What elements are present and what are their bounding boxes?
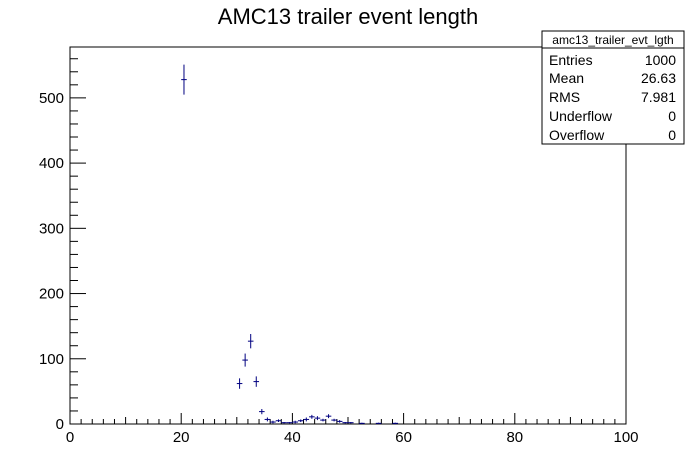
axes: 0 20 40 60 80 100 0 100 200 300 400 500 bbox=[39, 58, 639, 446]
stats-label-entries: Entries bbox=[549, 52, 593, 68]
data-point bbox=[253, 376, 260, 387]
x-tick-label: 20 bbox=[173, 429, 190, 446]
data-point bbox=[303, 417, 310, 422]
data-point bbox=[336, 420, 343, 423]
stats-box-name: amc13_trailer_evt_lgth bbox=[552, 33, 673, 47]
data-point bbox=[325, 414, 332, 419]
y-tick-label: 500 bbox=[39, 90, 64, 107]
x-tick-label: 80 bbox=[506, 429, 523, 446]
data-point bbox=[242, 353, 248, 367]
x-tick-label: 0 bbox=[66, 429, 74, 446]
data-point bbox=[270, 420, 276, 424]
x-tick-label: 100 bbox=[613, 429, 638, 446]
stats-value-rms: 7.981 bbox=[641, 89, 676, 105]
data-point bbox=[348, 422, 354, 424]
data-point bbox=[392, 422, 399, 424]
y-tick-label: 400 bbox=[39, 155, 64, 172]
data-point bbox=[264, 417, 271, 422]
stats-label-underflow: Underflow bbox=[549, 108, 613, 124]
data-point bbox=[259, 408, 265, 415]
chart-title: AMC13 trailer event length bbox=[218, 4, 478, 29]
stats-label-overflow: Overflow bbox=[549, 127, 605, 143]
stats-box: amc13_trailer_evt_lgth Entries 1000 Mean… bbox=[541, 30, 685, 145]
data-point bbox=[181, 64, 187, 95]
data-point bbox=[375, 422, 382, 424]
data-point bbox=[314, 416, 321, 421]
stats-value-entries: 1000 bbox=[645, 52, 676, 68]
stats-value-overflow: 0 bbox=[668, 127, 676, 143]
y-tick-label: 100 bbox=[39, 351, 64, 368]
data-point bbox=[247, 333, 254, 349]
y-tick-label: 0 bbox=[56, 416, 64, 433]
x-tick-label: 40 bbox=[284, 429, 301, 446]
data-point bbox=[342, 422, 348, 424]
data-point bbox=[331, 418, 337, 422]
data-point bbox=[236, 378, 243, 389]
data-points bbox=[181, 64, 399, 424]
y-tick-label: 300 bbox=[39, 220, 64, 237]
data-point bbox=[292, 420, 298, 424]
x-tick-label: 60 bbox=[395, 429, 412, 446]
stats-label-rms: RMS bbox=[549, 89, 580, 105]
stats-box-frame bbox=[541, 30, 685, 145]
data-point bbox=[359, 422, 365, 424]
stats-value-underflow: 0 bbox=[668, 108, 676, 124]
data-point bbox=[286, 422, 293, 424]
stats-label-mean: Mean bbox=[549, 70, 584, 86]
stats-value-mean: 26.63 bbox=[641, 70, 676, 86]
data-point bbox=[275, 419, 282, 423]
data-point bbox=[320, 418, 326, 422]
data-point bbox=[309, 414, 315, 419]
y-tick-label: 200 bbox=[39, 286, 64, 303]
data-point bbox=[297, 419, 304, 423]
data-point bbox=[281, 422, 287, 424]
